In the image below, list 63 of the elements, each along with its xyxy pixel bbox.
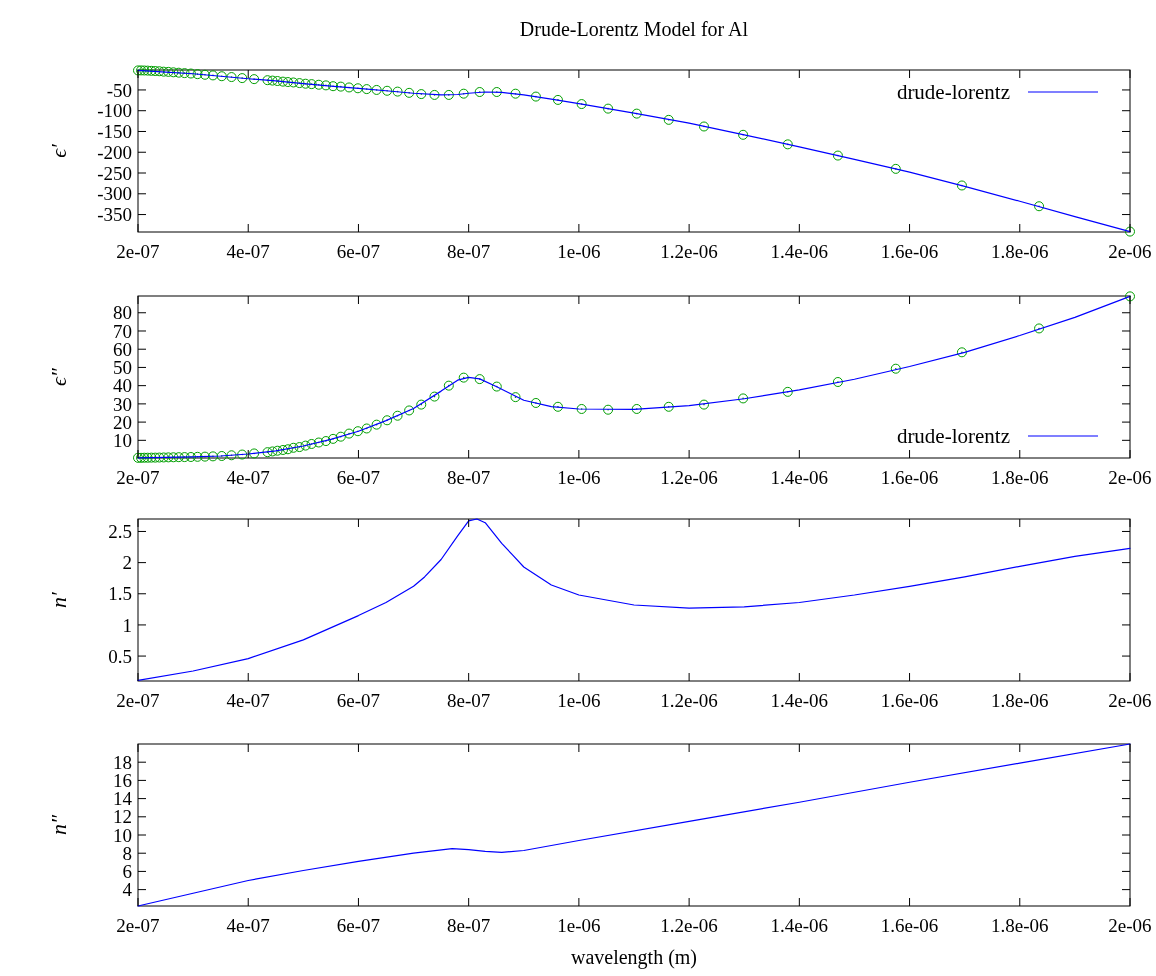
legend-label: drude-lorentz [896,80,1010,105]
x-tick-label: 6e-07 [336,690,381,711]
legend-label: drude-lorentz [896,424,1010,449]
y-tick-label: -250 [97,162,132,184]
x-tick-label: 1.6e-06 [880,241,939,262]
x-tick-label: 1.2e-06 [660,690,718,711]
y-tick-label: 0.5 [108,645,132,667]
x-tick-label: 6e-07 [336,241,381,262]
y-axis-title: n′ [46,590,71,608]
x-tick-label: 1.2e-06 [660,467,718,488]
x-tick-label: 2e-06 [1108,467,1152,488]
y-axis-title: n″ [46,814,71,836]
x-tick-label: 2e-06 [1108,690,1152,711]
x-tick-label: 8e-07 [447,241,491,262]
x-tick-label: 8e-07 [447,915,491,936]
x-tick-label: 2e-07 [116,467,160,488]
x-tick-label: 1.8e-06 [991,241,1049,262]
x-tick-label: 1e-06 [557,690,601,711]
y-tick-label: 2 [122,552,132,574]
y-tick-label: 18 [113,751,132,773]
x-tick-label: 1.2e-06 [660,241,718,262]
x-tick-label: 1.6e-06 [880,690,939,711]
x-tick-label: 4e-07 [226,915,270,936]
x-tick-label: 1.4e-06 [770,915,829,936]
x-tick-label: 2e-06 [1108,241,1152,262]
y-tick-label: -150 [97,121,132,143]
x-tick-label: 1.6e-06 [880,467,939,488]
y-tick-label: -200 [97,141,132,163]
y-tick-label: -100 [97,100,132,122]
x-tick-label: 6e-07 [336,915,381,936]
x-tick-label: 1e-06 [557,467,601,488]
y-tick-label: -350 [97,204,132,226]
y-axis-title: ϵ″ [46,367,71,387]
x-tick-label: 2e-07 [116,241,160,262]
x-tick-label: 8e-07 [447,690,491,711]
x-tick-label: 1.2e-06 [660,915,718,936]
line-series [137,518,1131,681]
x-tick-label: 2e-07 [116,915,160,936]
x-tick-label: 4e-07 [226,690,270,711]
x-axis-title: wavelength (m) [570,946,698,969]
line-series [137,743,1131,907]
x-tick-label: 1.4e-06 [770,241,829,262]
x-tick-label: 1.4e-06 [770,467,829,488]
y-tick-label: -50 [106,79,132,101]
y-tick-label: 2.5 [108,521,132,543]
x-tick-label: 1.8e-06 [991,915,1049,936]
x-tick-label: 1e-06 [557,241,601,262]
y-tick-label: 1 [122,614,132,636]
y-tick-label: -300 [97,183,132,205]
x-tick-label: 6e-07 [336,467,381,488]
x-tick-label: 1.8e-06 [991,467,1049,488]
x-tick-label: 1.8e-06 [991,690,1049,711]
x-tick-label: 4e-07 [226,467,270,488]
x-tick-label: 1.6e-06 [880,915,939,936]
x-tick-label: 2e-06 [1108,915,1152,936]
x-tick-label: 2e-07 [116,690,160,711]
x-tick-label: 8e-07 [447,467,491,488]
chart-title: Drude-Lorentz Model for Al [519,18,749,40]
y-axis-title: ϵ′ [46,142,71,158]
x-tick-label: 1.4e-06 [770,690,829,711]
x-tick-label: 4e-07 [226,241,270,262]
x-tick-label: 1e-06 [557,915,601,936]
y-tick-label: 1.5 [108,583,132,605]
